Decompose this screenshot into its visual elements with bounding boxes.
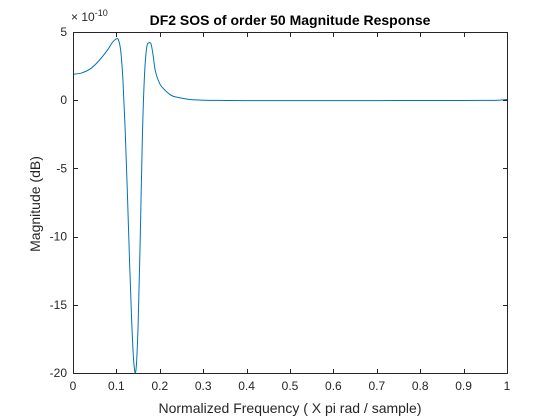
x-tick-label: 1 bbox=[504, 379, 511, 393]
y-axis-label: Magnitude (dB) bbox=[27, 156, 43, 252]
tick-layer: 0 0.1 0.2 0.3 0.4 0.5 0.6 0.7 0.8 0.9 1 5 0 -5 -10 -15 -… bbox=[50, 25, 511, 393]
y-axis-exponent-label: × 10-10 bbox=[71, 8, 108, 24]
x-axis-label: Normalized Frequency ( X pi rad / sample… bbox=[159, 400, 422, 416]
x-tick-label: 0.5 bbox=[282, 379, 299, 393]
y-tick-label: -20 bbox=[50, 366, 68, 380]
series-line bbox=[72, 38, 508, 374]
chart-title: DF2 SOS of order 50 Magnitude Response bbox=[150, 12, 431, 28]
y-tick-label: 5 bbox=[60, 25, 67, 39]
exponent-base: × 10 bbox=[71, 10, 95, 24]
series-layer bbox=[72, 38, 508, 374]
x-tick-label: 0.4 bbox=[238, 379, 255, 393]
x-tick-label: 0.3 bbox=[195, 379, 212, 393]
y-tick-label: -15 bbox=[50, 298, 68, 312]
x-tick-label: 0.1 bbox=[108, 379, 125, 393]
exponent-power: -10 bbox=[95, 8, 108, 18]
x-tick-label: 0.8 bbox=[412, 379, 429, 393]
y-tick-label: -5 bbox=[56, 161, 67, 175]
plot-area bbox=[73, 32, 507, 373]
y-tick-label: -10 bbox=[50, 230, 68, 244]
y-tick-label: 0 bbox=[60, 93, 67, 107]
x-tick-label: 0.9 bbox=[455, 379, 472, 393]
x-tick-label: 0.6 bbox=[325, 379, 342, 393]
x-tick-label: 0.2 bbox=[151, 379, 168, 393]
x-tick-label: 0.7 bbox=[368, 379, 385, 393]
x-tick-label: 0 bbox=[70, 379, 77, 393]
